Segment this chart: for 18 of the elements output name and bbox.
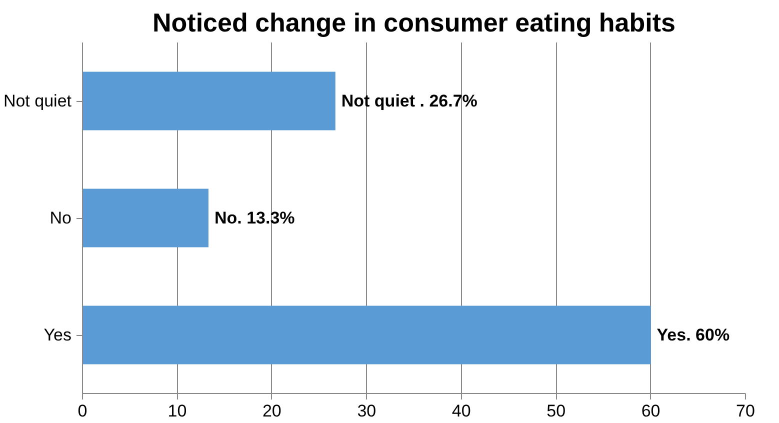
x-tick-label: 70: [736, 402, 755, 420]
x-tick-label: 20: [262, 402, 282, 420]
y-tick-label: No: [50, 208, 72, 228]
bar: [82, 306, 651, 364]
x-tick-label: 50: [546, 402, 566, 420]
x-tick-label: 40: [452, 402, 471, 420]
y-tick-label: Not quiet: [3, 92, 72, 110]
data-label: Yes. 60%: [656, 326, 730, 344]
y-tick-label: Yes: [44, 326, 72, 344]
chart-title: Noticed change in consumer eating habits: [152, 8, 676, 38]
x-tick-label: 0: [78, 402, 88, 420]
x-tick-label: 60: [641, 402, 660, 420]
data-label: No. 13.3%: [214, 208, 295, 228]
x-tick-label: 30: [357, 402, 376, 420]
data-label: Not quiet . 26.7%: [341, 92, 478, 110]
bar: [82, 188, 208, 248]
bar: [82, 72, 336, 130]
x-tick-label: 10: [168, 402, 187, 420]
